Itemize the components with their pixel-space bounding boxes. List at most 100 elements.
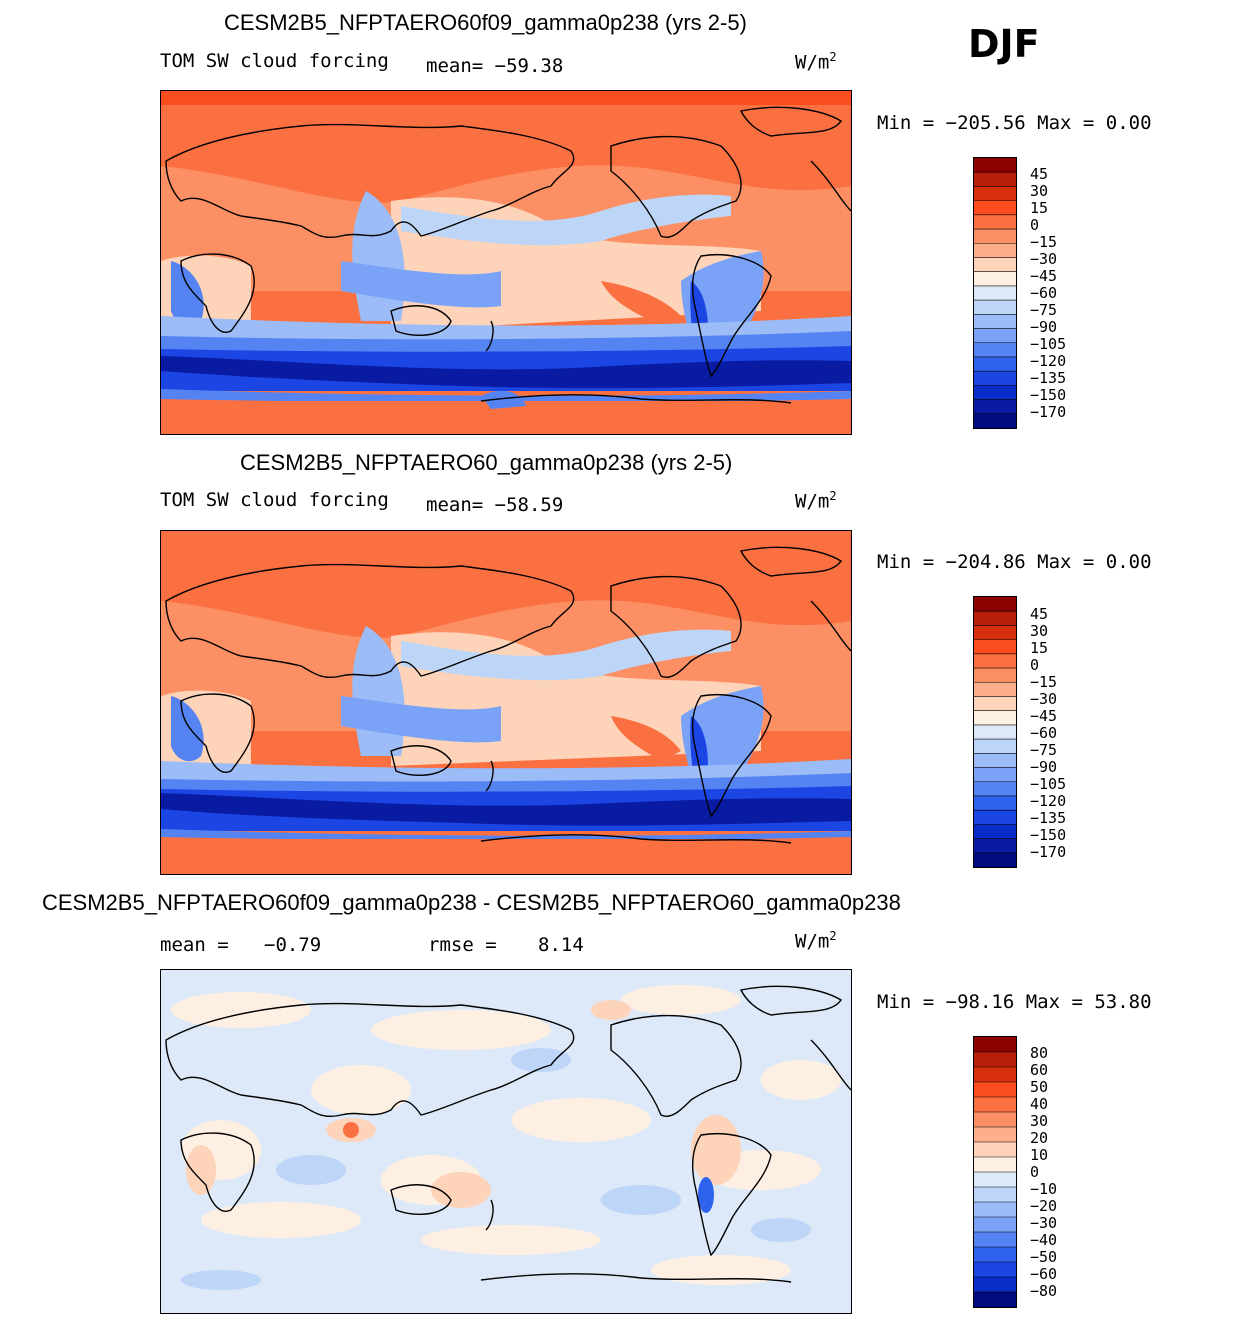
colorbar-swatch [974,399,1016,415]
colorbar-swatch [974,1172,1016,1188]
panel1-title: CESM2B5_NFPTAERO60f09_gamma0p238 (yrs 2-… [224,10,747,35]
colorbar-swatch [974,300,1016,315]
panel3-colorbar-tick: 40 [1030,1095,1049,1113]
panel3-minmax: Min = −98.16 Max = 53.80 [877,991,1152,1013]
panel1-minmax: Min = −205.56 Max = 0.00 [877,112,1152,134]
colorbar-swatch [974,1187,1016,1203]
colorbar-swatch [974,186,1016,202]
panel1-colorbar-tick: −30 [1030,250,1058,268]
panel3-colorbar-tick: 30 [1030,1112,1049,1130]
colorbar-swatch [974,795,1016,811]
panel3-colorbar-tick: 60 [1030,1061,1049,1079]
colorbar-swatch [974,1142,1016,1158]
panel2-colorbar-tick: −135 [1030,809,1067,827]
panel3-colorbar-tick: −40 [1030,1231,1058,1249]
panel3-units: W/m2 [795,929,837,953]
colorbar-swatch [974,342,1016,358]
panel1-colorbar-tick: −120 [1030,352,1067,370]
panel1-field-label: TOM SW cloud forcing [160,50,389,72]
season-label: DJF [968,22,1040,66]
colorbar-swatch [974,1202,1016,1218]
colorbar-swatch [974,696,1016,712]
panel2-colorbar-tick: 15 [1030,639,1049,657]
colorbar-swatch [974,243,1016,258]
colorbar-swatch [974,257,1016,273]
colorbar-swatch [974,314,1016,330]
panel2-colorbar-tick: −90 [1030,758,1058,776]
panel3-colorbar-tick: −60 [1030,1265,1058,1283]
colorbar-swatch [974,285,1016,301]
panel2-colorbar-tick: −15 [1030,673,1058,691]
colorbar-swatch [974,229,1016,244]
panel1-colorbar-tick: 15 [1030,199,1049,217]
panel1-colorbar-tick: −135 [1030,369,1067,387]
colorbar-swatch [974,724,1016,740]
colorbar-swatch [974,1037,1016,1053]
panel1-colorbar-tick: −105 [1030,335,1067,353]
panel2-colorbar-tick: 0 [1030,656,1040,674]
colorbar-swatch [974,852,1016,867]
panel1-colorbar-tick: −60 [1030,284,1058,302]
colorbar-swatch [974,810,1016,825]
colorbar-swatch [974,1097,1016,1113]
panel1-colorbar-tick: 0 [1030,216,1040,234]
panel1-colorbar-labels: 45 30 15 0 −15 −30 −45 −60 −75 −90 −105 … [1030,166,1066,421]
colorbar-swatch [974,214,1016,230]
colorbar-swatch [974,328,1016,344]
colorbar-swatch [974,371,1016,386]
colorbar-swatch [974,653,1016,669]
colorbar-swatch [974,356,1016,372]
colorbar-swatch [974,1157,1016,1173]
colorbar-swatch [974,739,1016,754]
panel3-mean-label: mean = [160,934,229,956]
panel1-colorbar-tick: 45 [1030,165,1049,183]
panel2-colorbar-tick: −45 [1030,707,1058,725]
panel3-rmse-label: rmse = [428,934,497,956]
panel3-colorbar [973,1036,1017,1308]
panel3-title: CESM2B5_NFPTAERO60f09_gamma0p238 - CESM2… [42,890,901,915]
panel3-colorbar-tick: −80 [1030,1282,1058,1300]
panel3-colorbar-tick: −10 [1030,1180,1058,1198]
panel2-colorbar-tick: 30 [1030,622,1049,640]
colorbar-swatch [974,625,1016,641]
colorbar-swatch [974,824,1016,840]
colorbar-swatch [974,838,1016,854]
panel1-colorbar-tick: −15 [1030,233,1058,251]
panel3-colorbar-tick: 80 [1030,1044,1049,1062]
colorbar-swatch [974,710,1016,726]
colorbar-swatch [974,1112,1016,1128]
panel3-rmse-value: 8.14 [538,934,584,956]
colorbar-swatch [974,1262,1016,1278]
panel2-mean: mean= −58.59 [426,494,564,516]
colorbar-swatch [974,200,1016,216]
colorbar-swatch [974,1292,1016,1307]
panel2-map [160,530,852,875]
panel3-colorbar-labels: 80 60 50 40 30 20 10 0 −10 −20 −30 −40 −… [1030,1045,1057,1300]
colorbar-swatch [974,1082,1016,1098]
panel3-colorbar-tick: −20 [1030,1197,1058,1215]
colorbar-swatch [974,597,1016,612]
panel2-colorbar-tick: 45 [1030,605,1049,623]
panel1-colorbar-tick: −170 [1030,403,1067,421]
panel3-colorbar-tick: 10 [1030,1146,1049,1164]
panel2-colorbar-tick: −30 [1030,690,1058,708]
panel3-colorbar-tick: 20 [1030,1129,1049,1147]
panel2-units: W/m2 [795,489,837,513]
colorbar-swatch [974,682,1016,697]
panel3-colorbar-tick: 50 [1030,1078,1049,1096]
colorbar-swatch [974,1052,1016,1068]
colorbar-swatch [974,781,1016,797]
panel1-colorbar-tick: −150 [1030,386,1067,404]
panel2-title: CESM2B5_NFPTAERO60_gamma0p238 (yrs 2-5) [240,450,733,475]
panel2-colorbar-tick: −105 [1030,775,1067,793]
colorbar-swatch [974,172,1016,187]
panel3-colorbar-tick: −30 [1030,1214,1058,1232]
colorbar-swatch [974,767,1016,783]
panel3-colorbar-tick: −50 [1030,1248,1058,1266]
panel1-units: W/m2 [795,50,837,74]
panel2-colorbar-tick: −150 [1030,826,1067,844]
panel1-colorbar-tick: −75 [1030,301,1058,319]
panel2-minmax: Min = −204.86 Max = 0.00 [877,551,1152,573]
panel1-mean: mean= −59.38 [426,55,564,77]
panel3-map [160,969,852,1314]
